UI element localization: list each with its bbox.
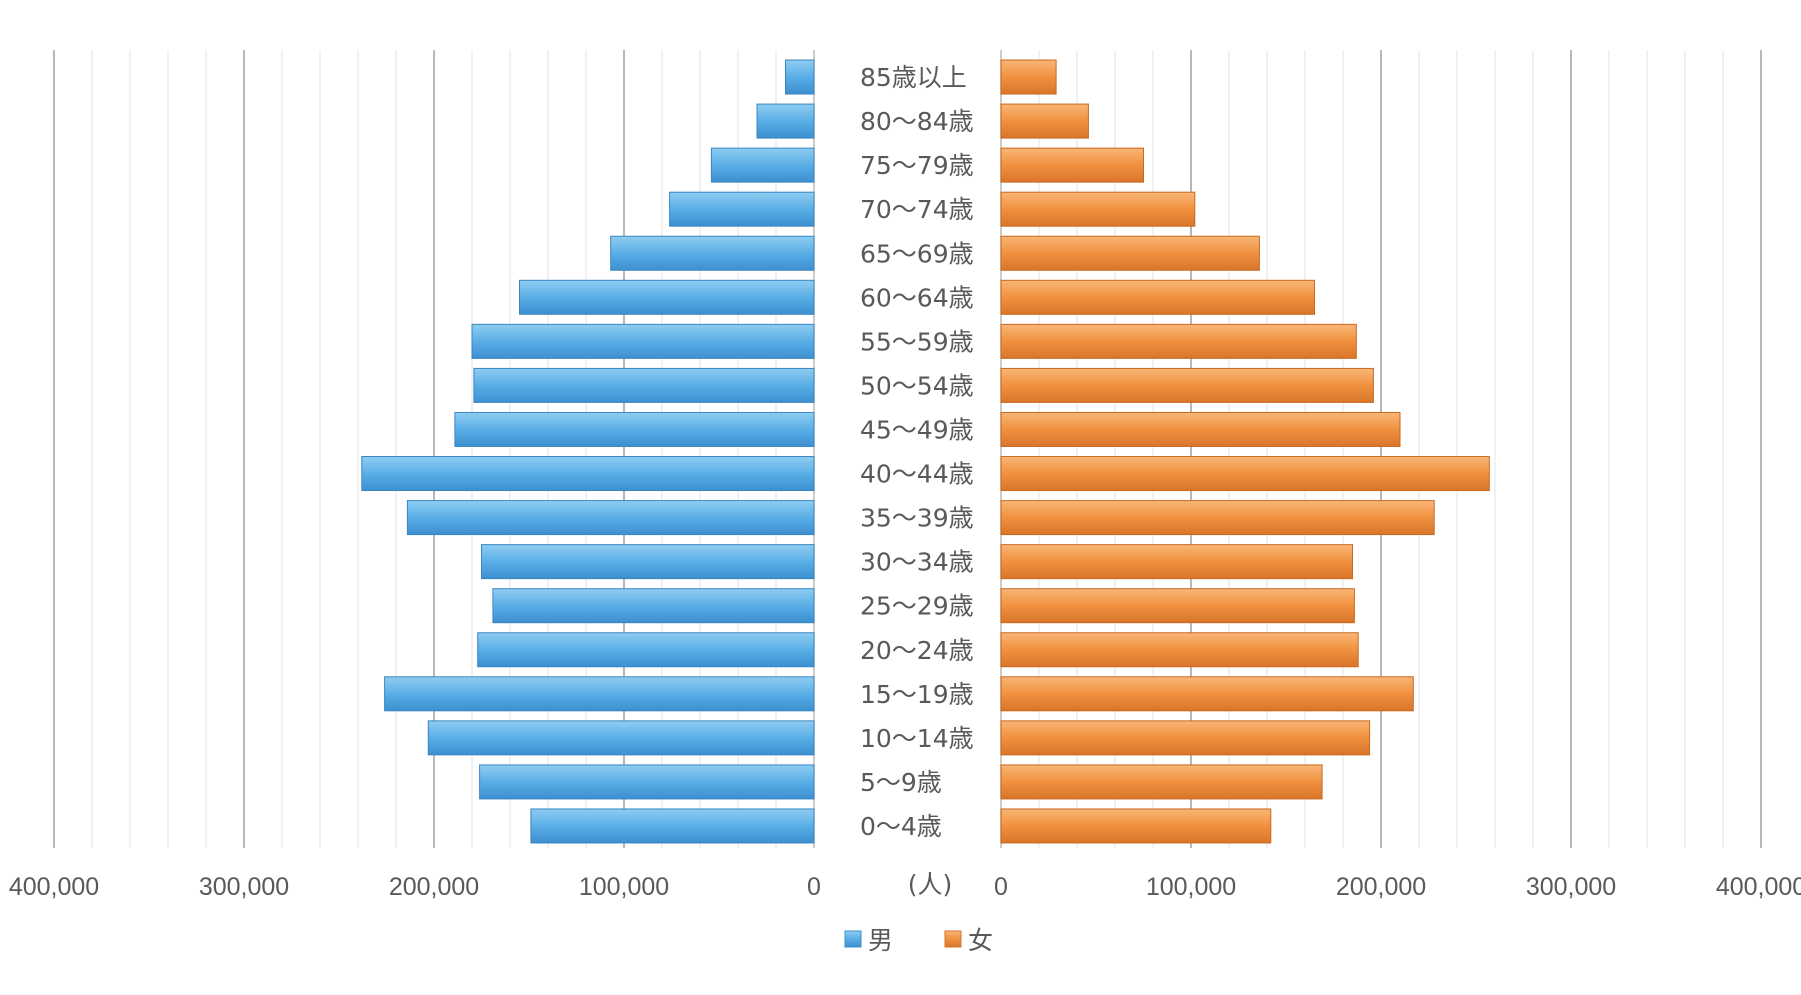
bar-male [384, 676, 815, 712]
age-group-label: 0〜4歳 [860, 812, 942, 841]
age-group-label: 40〜44歳 [860, 460, 974, 489]
bar-female [1000, 720, 1371, 756]
bar-female [1000, 323, 1357, 359]
age-group-label: 25〜29歳 [860, 592, 974, 621]
legend-swatch-female [944, 930, 962, 948]
right-gridlines [1000, 50, 1762, 848]
right-x-axis-ticks: 0 100,000 200,000 300,000 400,000 [994, 873, 1801, 901]
age-group-label: 35〜39歳 [860, 504, 974, 533]
age-group-label: 50〜54歳 [860, 371, 974, 400]
age-group-label: 70〜74歳 [860, 195, 974, 224]
age-group-label: 15〜19歳 [860, 680, 974, 709]
bar-male [481, 544, 815, 580]
age-group-label: 45〜49歳 [860, 415, 974, 444]
bar-male [519, 279, 815, 315]
bar-female [1000, 191, 1196, 227]
unit-label: (人) [908, 870, 953, 899]
x-tick-label: 200,000 [1336, 873, 1426, 901]
bar-female [1000, 103, 1089, 139]
x-tick-label: 300,000 [1526, 873, 1616, 901]
male-bars [361, 59, 815, 844]
age-group-label: 85歳以上 [860, 63, 967, 92]
x-tick-label: 300,000 [199, 873, 289, 901]
bar-female [1000, 367, 1374, 403]
bar-female [1000, 235, 1260, 271]
x-tick-label: 0 [994, 873, 1008, 901]
bar-female [1000, 59, 1057, 95]
age-group-label: 65〜69歳 [860, 239, 974, 268]
x-tick-label: 200,000 [389, 873, 479, 901]
bar-female [1000, 764, 1323, 800]
bar-female [1000, 500, 1435, 536]
bar-male [479, 764, 815, 800]
bar-male [669, 191, 815, 227]
x-tick-label: 0 [807, 873, 821, 901]
bar-female [1000, 676, 1414, 712]
legend-label-male: 男 [868, 926, 893, 955]
bar-female [1000, 147, 1144, 183]
bar-female [1000, 456, 1490, 492]
age-group-label: 20〜24歳 [860, 636, 974, 665]
bar-female [1000, 544, 1353, 580]
age-group-label: 30〜34歳 [860, 548, 974, 577]
female-bars [1000, 59, 1490, 844]
age-group-label: 5〜9歳 [860, 768, 942, 797]
bar-male [477, 632, 815, 668]
left-gridlines [53, 50, 815, 848]
age-group-labels: 0〜4歳 5〜9歳 10〜14歳 15〜19歳 20〜24歳 25〜29歳 30〜34歳 35… [860, 63, 974, 841]
legend-swatch-male [844, 930, 862, 948]
bar-female [1000, 411, 1401, 447]
age-group-label: 60〜64歳 [860, 283, 974, 312]
bar-male [454, 411, 815, 447]
bar-male [610, 235, 815, 271]
bar-male [473, 367, 815, 403]
x-tick-label: 400,000 [9, 873, 99, 901]
bar-male [471, 323, 815, 359]
bar-male [530, 808, 815, 844]
bar-male [492, 588, 815, 624]
x-tick-label: 100,000 [579, 873, 669, 901]
x-tick-label: 100,000 [1146, 873, 1236, 901]
bar-female [1000, 808, 1272, 844]
bar-female [1000, 279, 1315, 315]
age-group-label: 10〜14歳 [860, 724, 974, 753]
age-group-label: 80〜84歳 [860, 107, 974, 136]
age-group-label: 75〜79歳 [860, 151, 974, 180]
bar-male [756, 103, 815, 139]
legend-label-female: 女 [968, 926, 993, 955]
bar-female [1000, 588, 1355, 624]
legend: 男 女 [844, 926, 993, 955]
age-group-label: 55〜59歳 [860, 327, 974, 356]
left-x-axis-ticks: 0 100,000 200,000 300,000 400,000 [9, 873, 821, 901]
bar-female [1000, 632, 1359, 668]
bar-male [710, 147, 815, 183]
bar-male [785, 59, 815, 95]
bar-male [361, 456, 815, 492]
bar-male [406, 500, 815, 536]
x-tick-label: 400,000 [1716, 873, 1801, 901]
bar-male [427, 720, 815, 756]
